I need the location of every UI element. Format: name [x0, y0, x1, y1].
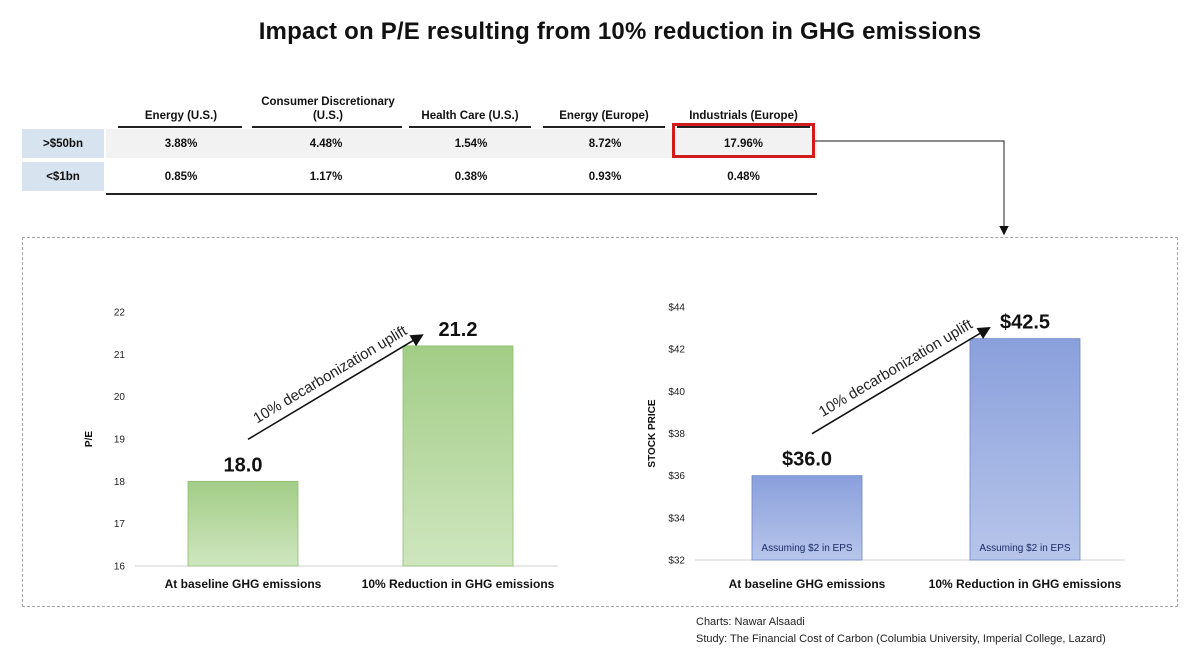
bar [402, 345, 514, 567]
y-axis-label: STOCK PRICE [647, 399, 658, 467]
table-cell: 3.88% [164, 137, 198, 150]
category-label: 10% Reduction in GHG emissions [362, 577, 555, 591]
header-underline [118, 126, 242, 128]
header-underline [409, 126, 531, 128]
bar [969, 338, 1081, 561]
y-tick-label: 16 [114, 562, 126, 573]
credits: Charts: Nawar Alsaadi Study: The Financi… [696, 614, 1106, 648]
data-label: 21.2 [439, 319, 478, 341]
table-cell: 0.93% [588, 170, 622, 183]
charts-panel [22, 237, 1178, 607]
table-row: <$1bn 0.85% 1.17% 0.38% 0.93% 0.48% [22, 162, 817, 191]
study-credit: Study: The Financial Cost of Carbon (Col… [696, 633, 1106, 645]
y-tick-label: 22 [114, 308, 126, 319]
uplift-arrow [247, 334, 424, 441]
y-axis-label: P/E [84, 431, 95, 447]
row-label: >$50bn [22, 129, 104, 158]
table-cell: 0.85% [164, 170, 198, 183]
uplift-annotation: 10% decarbonization uplift [250, 322, 410, 427]
column-header: Health Care (U.S.) [421, 110, 519, 122]
table-cell: 17.96% [723, 137, 763, 150]
y-tick-label: $36 [668, 471, 685, 482]
category-label: At baseline GHG emissions [165, 577, 322, 591]
header-underline [543, 126, 665, 128]
stock-price-bar-chart: $32 $34 $36 $38 $40 $42 $44 STOCK PRICE $36.0 At … [647, 303, 1125, 591]
row-label: <$1bn [22, 162, 104, 191]
column-header: Consumer Discretionary (U.S.) [261, 96, 395, 122]
y-tick-label: $42 [668, 345, 685, 356]
pe-bar-chart: 16 17 18 19 20 21 22 P/E 18.0 At baseline GHG emi… [84, 308, 558, 591]
table-row: >$50bn 3.88% 4.48% 1.54% 8.72% 17.96% [22, 129, 817, 158]
column-header: Energy (Europe) [559, 110, 649, 122]
y-tick-label: 20 [114, 392, 126, 403]
y-tick-label: 17 [114, 519, 126, 530]
highlight-box [672, 123, 815, 158]
table-cell: 1.17% [309, 170, 343, 183]
header-underline [252, 126, 402, 128]
uplift-arrow [811, 326, 991, 435]
column-header: Industrials (Europe) [689, 110, 798, 122]
bar-note: Assuming $2 in EPS [761, 543, 852, 554]
bar [751, 475, 863, 561]
header-underline [677, 126, 810, 128]
connector-line [815, 140, 1009, 236]
table-cell: 0.38% [454, 170, 488, 183]
y-tick-label: $32 [668, 556, 685, 567]
category-label: 10% Reduction in GHG emissions [929, 577, 1122, 591]
table-bottom-rule [106, 193, 817, 195]
y-tick-label: $44 [668, 303, 685, 314]
page-title: Impact on P/E resulting from 10% reducti… [258, 18, 982, 45]
y-tick-label: $40 [668, 387, 685, 398]
table-cell: 4.48% [309, 137, 343, 150]
table-cell: 0.48% [727, 170, 760, 183]
column-header: Energy (U.S.) [144, 110, 218, 122]
table-cell: 8.72% [588, 137, 622, 150]
uplift-annotation: 10% decarbonization uplift [816, 315, 977, 420]
data-label: $36.0 [782, 449, 832, 471]
chart-credit: Charts: Nawar Alsaadi [696, 616, 805, 628]
data-label: 18.0 [224, 454, 263, 476]
y-tick-label: 19 [114, 435, 126, 446]
table-cell: 1.54% [454, 137, 488, 150]
y-tick-label: $34 [668, 513, 685, 524]
data-label: $42.5 [1000, 312, 1050, 334]
y-tick-label: $38 [668, 429, 685, 440]
bar [187, 480, 299, 567]
category-label: At baseline GHG emissions [729, 577, 886, 591]
y-tick-label: 21 [114, 350, 126, 361]
bar-note: Assuming $2 in EPS [979, 543, 1070, 554]
y-tick-label: 18 [114, 477, 126, 488]
